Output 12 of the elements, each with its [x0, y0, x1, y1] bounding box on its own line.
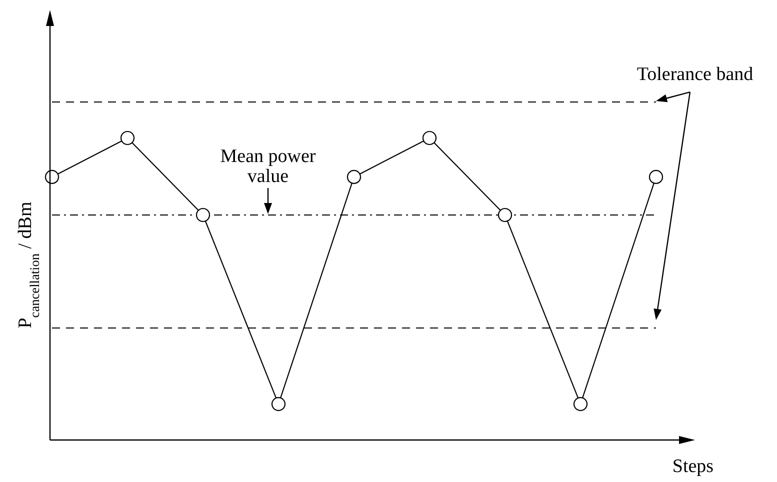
point [498, 208, 512, 222]
point [648, 170, 664, 184]
point [196, 208, 210, 222]
point [573, 397, 588, 412]
point [120, 130, 135, 146]
text: Tolerance band [636, 64, 754, 86]
point [44, 170, 60, 184]
point [271, 397, 286, 412]
point [422, 130, 437, 146]
x-axis-title: Steps [672, 456, 714, 477]
point [346, 170, 362, 184]
annotation: Mean power value [220, 146, 316, 188]
